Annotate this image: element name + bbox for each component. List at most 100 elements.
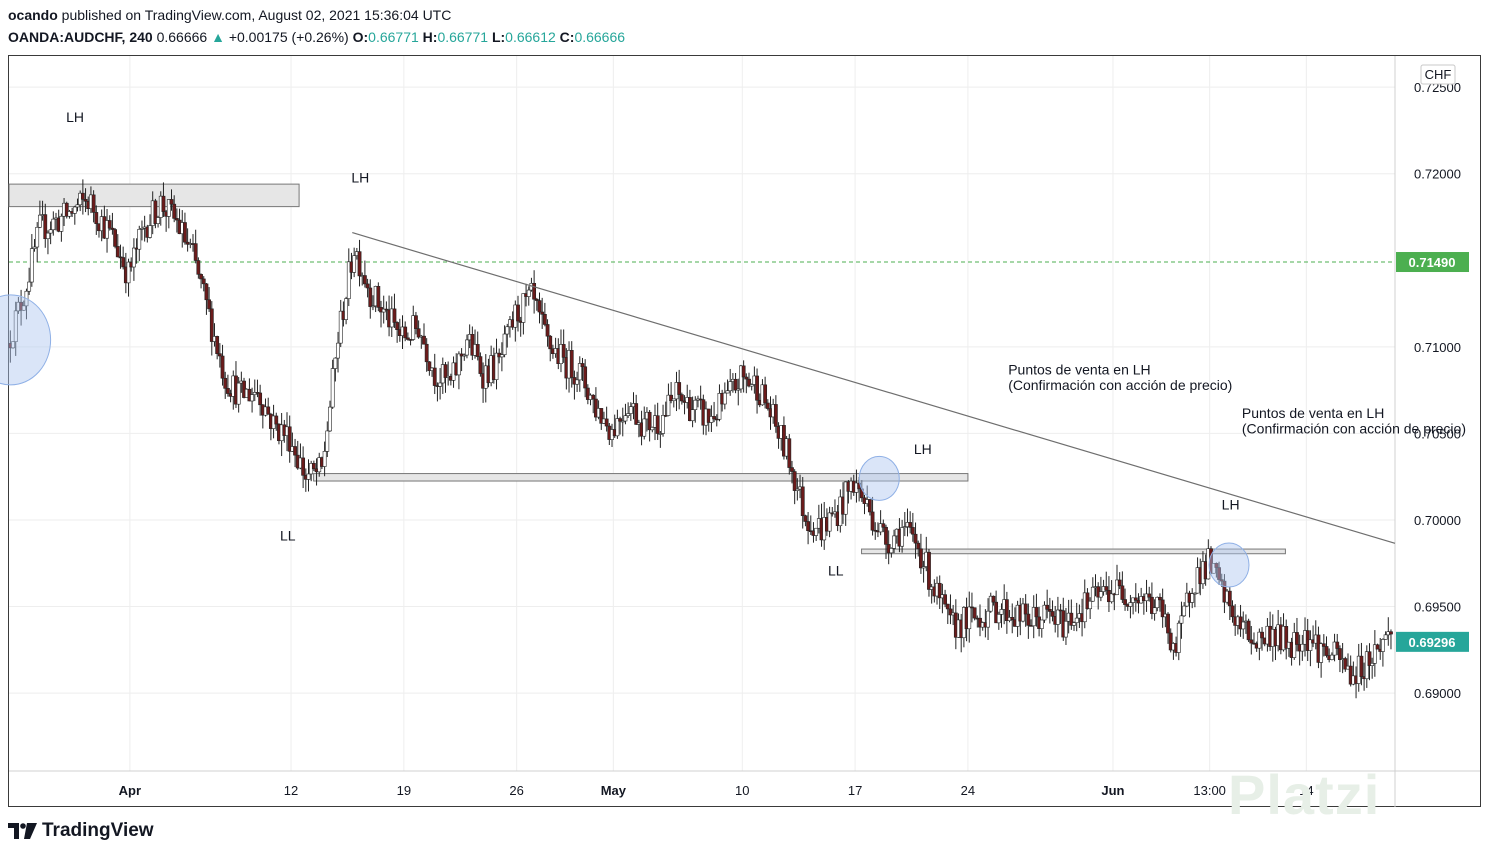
candle-body bbox=[51, 218, 56, 231]
candle-body bbox=[346, 261, 351, 299]
candle-body bbox=[800, 486, 805, 516]
candle-body bbox=[1284, 626, 1289, 649]
candle-body bbox=[475, 344, 480, 357]
candle-body bbox=[792, 471, 797, 491]
candle-body bbox=[1168, 632, 1173, 651]
candle-body bbox=[363, 275, 367, 285]
candle-body bbox=[1034, 607, 1039, 618]
candle-body bbox=[1367, 651, 1372, 666]
highlight-circle bbox=[0, 294, 52, 386]
candle-body bbox=[311, 463, 316, 470]
candle-body bbox=[1338, 648, 1342, 660]
y-tick-label: 0.69500 bbox=[1414, 600, 1461, 615]
symbol-name[interactable]: OANDA:AUDCHF, 240 bbox=[8, 29, 153, 45]
author-name[interactable]: ocando bbox=[8, 7, 58, 23]
candle-body bbox=[223, 377, 228, 389]
candle-body bbox=[59, 215, 64, 232]
candle-body bbox=[91, 194, 96, 213]
x-tick-label: Jun bbox=[1101, 783, 1124, 798]
candle-body bbox=[107, 220, 112, 229]
candle-body bbox=[1319, 643, 1324, 663]
candle-body bbox=[226, 388, 230, 394]
candle-body bbox=[1109, 593, 1114, 603]
candle-body bbox=[166, 199, 171, 217]
candle-body bbox=[1085, 592, 1090, 610]
candle-body bbox=[1104, 586, 1109, 591]
change-value: +0.00175 (+0.26%) bbox=[228, 29, 349, 45]
candle-body bbox=[575, 379, 579, 385]
candle-body bbox=[661, 415, 665, 434]
candle-body bbox=[115, 246, 120, 258]
candle-body bbox=[937, 582, 942, 599]
candle-body bbox=[438, 382, 443, 387]
symbol-legend: OANDA:AUDCHF, 240 0.66666 ▲ +0.00175 (+0… bbox=[8, 29, 625, 45]
candle-body bbox=[193, 243, 198, 261]
candle-body bbox=[502, 333, 507, 356]
candle-body bbox=[443, 364, 448, 378]
candle-body bbox=[1010, 617, 1015, 620]
x-tick-label: 12 bbox=[284, 783, 298, 798]
open-label: O: bbox=[352, 29, 369, 45]
candle-body bbox=[1324, 646, 1329, 656]
candle-body bbox=[1343, 658, 1348, 670]
candle-body bbox=[330, 368, 335, 408]
candle-body bbox=[884, 526, 888, 545]
candle-body bbox=[991, 595, 996, 603]
candle-body bbox=[478, 356, 483, 374]
candle-body bbox=[1072, 622, 1076, 626]
candle-body bbox=[919, 548, 923, 569]
candle-body bbox=[1056, 609, 1060, 625]
candle-body bbox=[381, 308, 386, 313]
candle-body bbox=[577, 363, 582, 381]
candle-body bbox=[747, 378, 751, 387]
candle-body bbox=[1158, 596, 1162, 601]
candle-body bbox=[1329, 654, 1334, 660]
candle-body bbox=[1372, 644, 1377, 664]
candle-body bbox=[548, 335, 553, 350]
candle-body bbox=[790, 467, 794, 472]
candle-body bbox=[540, 311, 545, 315]
candle-body bbox=[250, 394, 254, 402]
candle-body bbox=[733, 378, 738, 391]
candle-body bbox=[910, 527, 915, 535]
candle-body bbox=[1348, 665, 1353, 685]
chart-frame[interactable] bbox=[8, 55, 1481, 807]
candle-body bbox=[352, 255, 357, 273]
candle-body bbox=[126, 261, 131, 284]
candle-body bbox=[594, 398, 598, 418]
candle-body bbox=[274, 415, 279, 425]
candle-body bbox=[293, 446, 297, 456]
swing-label: LH bbox=[1222, 497, 1240, 513]
candle-body bbox=[725, 390, 730, 394]
close-label: C: bbox=[559, 29, 575, 45]
candle-body bbox=[328, 406, 332, 432]
level-price-badge bbox=[1396, 252, 1469, 273]
candle-body bbox=[988, 595, 993, 612]
y-tick-label: 0.72000 bbox=[1414, 167, 1461, 182]
high-label: H: bbox=[422, 29, 438, 45]
candle-body bbox=[333, 357, 338, 369]
candle-body bbox=[1050, 611, 1055, 617]
candle-body bbox=[972, 607, 977, 619]
candle-body bbox=[416, 328, 421, 338]
tradingview-logo[interactable]: TradingView bbox=[8, 820, 154, 842]
candle-body bbox=[217, 353, 222, 357]
candle-body bbox=[521, 293, 526, 323]
candle-body bbox=[1375, 644, 1380, 650]
candle-body bbox=[27, 281, 32, 292]
candle-body bbox=[669, 394, 674, 402]
last-price-label: 0.69296 bbox=[1409, 635, 1456, 650]
candle-body bbox=[424, 343, 429, 363]
candle-body bbox=[537, 300, 542, 313]
candle-body bbox=[1150, 596, 1154, 614]
candle-body bbox=[414, 315, 418, 329]
y-tick-label: 0.70500 bbox=[1414, 426, 1461, 441]
candle-body bbox=[287, 426, 292, 452]
candle-body bbox=[706, 408, 711, 423]
candle-body bbox=[21, 305, 26, 311]
candle-body bbox=[585, 387, 590, 400]
candle-body bbox=[185, 241, 190, 245]
candle-body bbox=[892, 535, 896, 549]
candle-body bbox=[650, 427, 655, 431]
